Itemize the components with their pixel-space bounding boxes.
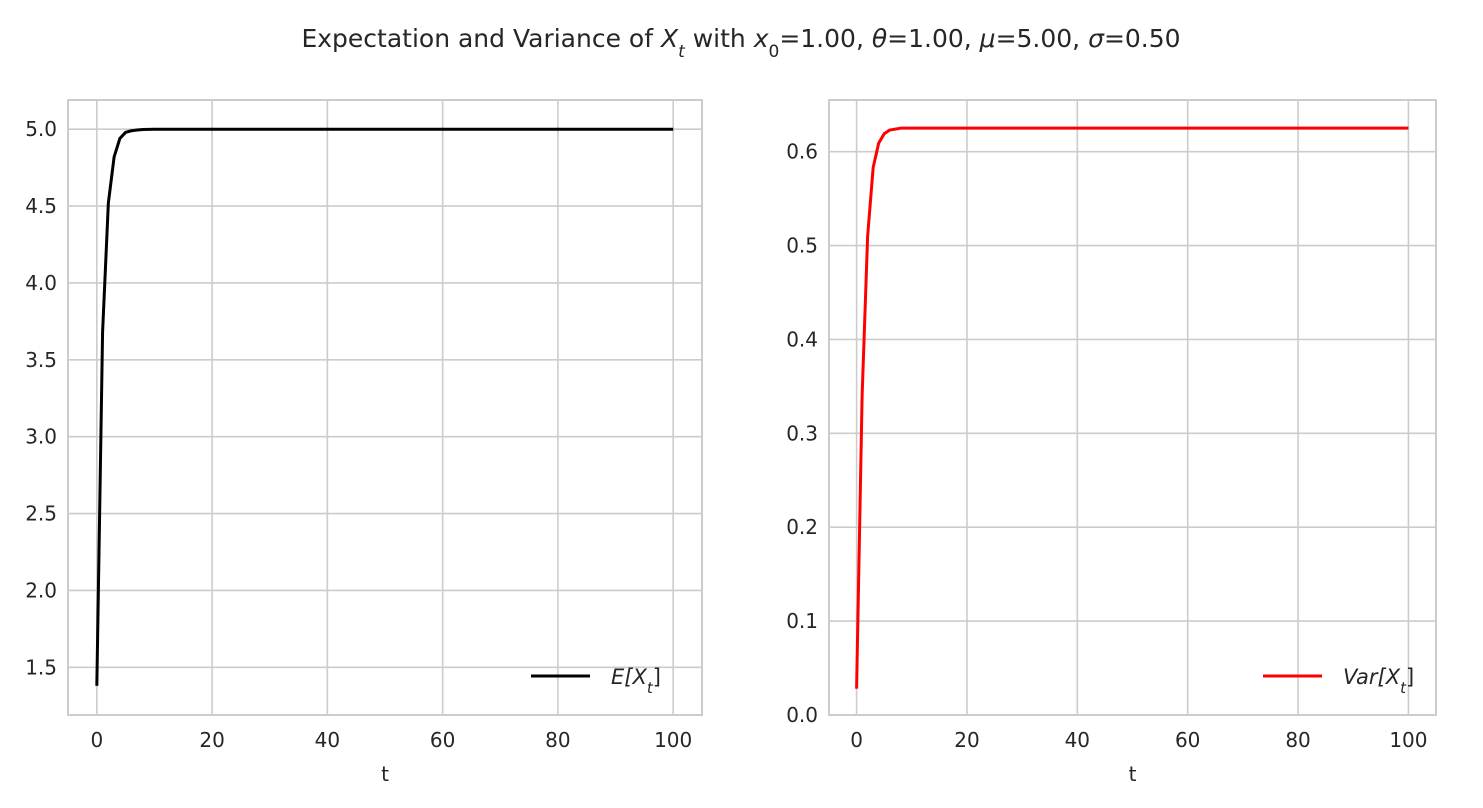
title-part: =1.00, xyxy=(887,24,980,53)
series-line xyxy=(855,126,1409,689)
legend-label-subscript: t xyxy=(647,679,654,697)
y-tick-label: 0.1 xyxy=(786,609,818,633)
x-axis-label: t xyxy=(1129,762,1137,786)
axes-frame xyxy=(67,99,703,716)
expectation-chart-panel: 0 20 40 60 80 1001.52.02.53.03.54.04.55.0tE[X… xyxy=(25,99,703,786)
axes-frame xyxy=(828,99,1437,716)
x-tick-label: 80 xyxy=(545,728,570,752)
y-tick-label: 0.3 xyxy=(786,421,818,445)
y-tick-label: 1.5 xyxy=(25,655,57,679)
title-part: t xyxy=(678,42,686,62)
x-tick-label: 60 xyxy=(1175,728,1200,752)
x-tick-label: 40 xyxy=(315,728,340,752)
title-part: 0 xyxy=(769,42,780,62)
x-tick-label: 40 xyxy=(1065,728,1090,752)
legend-label: E[Xt] xyxy=(611,665,661,697)
x-axis-label: t xyxy=(381,762,389,786)
legend-label-subscript: t xyxy=(1400,679,1407,697)
y-tick-label: 2.5 xyxy=(25,502,57,526)
x-tick-label: 0 xyxy=(850,728,863,752)
y-tick-label: 5.0 xyxy=(25,117,57,141)
title-part: =1.00, xyxy=(779,24,872,53)
y-tick-label: 4.0 xyxy=(25,271,57,295)
y-tick-label: 3.0 xyxy=(25,425,57,449)
series-line xyxy=(95,127,674,686)
y-tick-label: 0.5 xyxy=(786,234,818,258)
legend-label-close: ] xyxy=(1406,665,1414,689)
title-part: =0.50 xyxy=(1104,24,1181,53)
y-tick-label: 0.2 xyxy=(786,515,818,539)
figure-title: Expectation and Variance of Xt with x0=1… xyxy=(301,24,1180,62)
legend-label-base: E[X xyxy=(611,665,647,689)
x-tick-label: 60 xyxy=(430,728,455,752)
title-part: with xyxy=(685,24,754,53)
x-tick-label: 100 xyxy=(654,728,692,752)
variance-chart-panel: 0 20 40 60 80 1000.00.10.20.30.40.50.6tVar[Xt… xyxy=(786,99,1437,786)
x-tick-label: 20 xyxy=(954,728,979,752)
title-part: σ xyxy=(1088,24,1105,53)
title-part: θ xyxy=(872,24,887,53)
x-tick-label: 0 xyxy=(90,728,103,752)
x-tick-label: 20 xyxy=(199,728,224,752)
title-part: Expectation and Variance of xyxy=(301,24,661,53)
title-part: X xyxy=(659,24,679,53)
y-tick-label: 0.0 xyxy=(786,703,818,727)
y-tick-label: 3.5 xyxy=(25,348,57,372)
x-tick-label: 100 xyxy=(1389,728,1427,752)
x-tick-label: 80 xyxy=(1285,728,1310,752)
title-part: x xyxy=(753,24,769,53)
title-part: μ xyxy=(979,24,996,53)
legend-label: Var[Xt] xyxy=(1343,665,1414,697)
y-tick-label: 2.0 xyxy=(25,578,57,602)
legend-label-close: ] xyxy=(653,665,661,689)
y-tick-label: 4.5 xyxy=(25,194,57,218)
legend-label-base: Var[X xyxy=(1343,665,1401,689)
y-tick-label: 0.6 xyxy=(786,140,818,164)
y-tick-label: 0.4 xyxy=(786,327,818,351)
title-part: =5.00, xyxy=(996,24,1089,53)
